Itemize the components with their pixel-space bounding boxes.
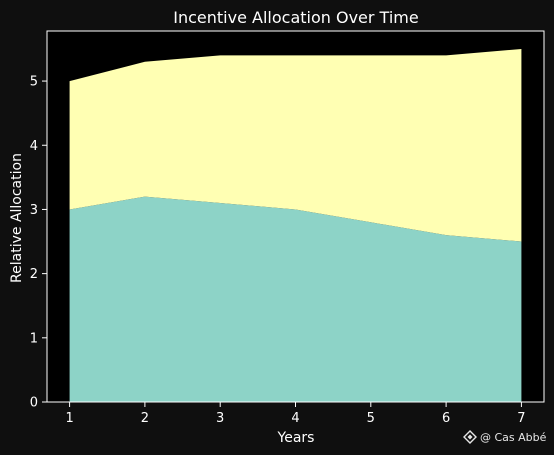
chart-title: Incentive Allocation Over Time — [173, 8, 418, 27]
watermark: @ Cas Abbé — [463, 430, 547, 444]
x-axis-ticks: 1 2 3 4 5 6 7 — [65, 402, 526, 426]
y-tick-label: 1 — [30, 331, 38, 346]
x-tick-label: 6 — [442, 411, 450, 426]
area-series-2 — [69, 48, 522, 242]
y-tick-label: 3 — [30, 203, 38, 218]
area-series-1 — [69, 196, 522, 402]
y-tick-label: 2 — [30, 267, 38, 282]
diamond-logo-icon — [463, 430, 477, 444]
watermark-text: @ Cas Abbé — [480, 431, 547, 444]
x-tick-label: 7 — [517, 411, 525, 426]
y-axis-label: Relative Allocation — [9, 153, 25, 283]
x-tick-label: 1 — [65, 411, 73, 426]
y-tick-label: 5 — [30, 75, 38, 90]
x-axis-label: Years — [277, 430, 315, 446]
y-tick-label: 0 — [30, 396, 38, 411]
area-series-group — [69, 48, 522, 402]
x-tick-label: 3 — [216, 411, 224, 426]
y-axis-ticks: 0 1 2 3 4 5 — [30, 75, 47, 411]
x-tick-label: 2 — [141, 411, 149, 426]
x-tick-label: 5 — [367, 411, 375, 426]
x-tick-label: 4 — [291, 411, 299, 426]
y-tick-label: 4 — [30, 139, 38, 154]
